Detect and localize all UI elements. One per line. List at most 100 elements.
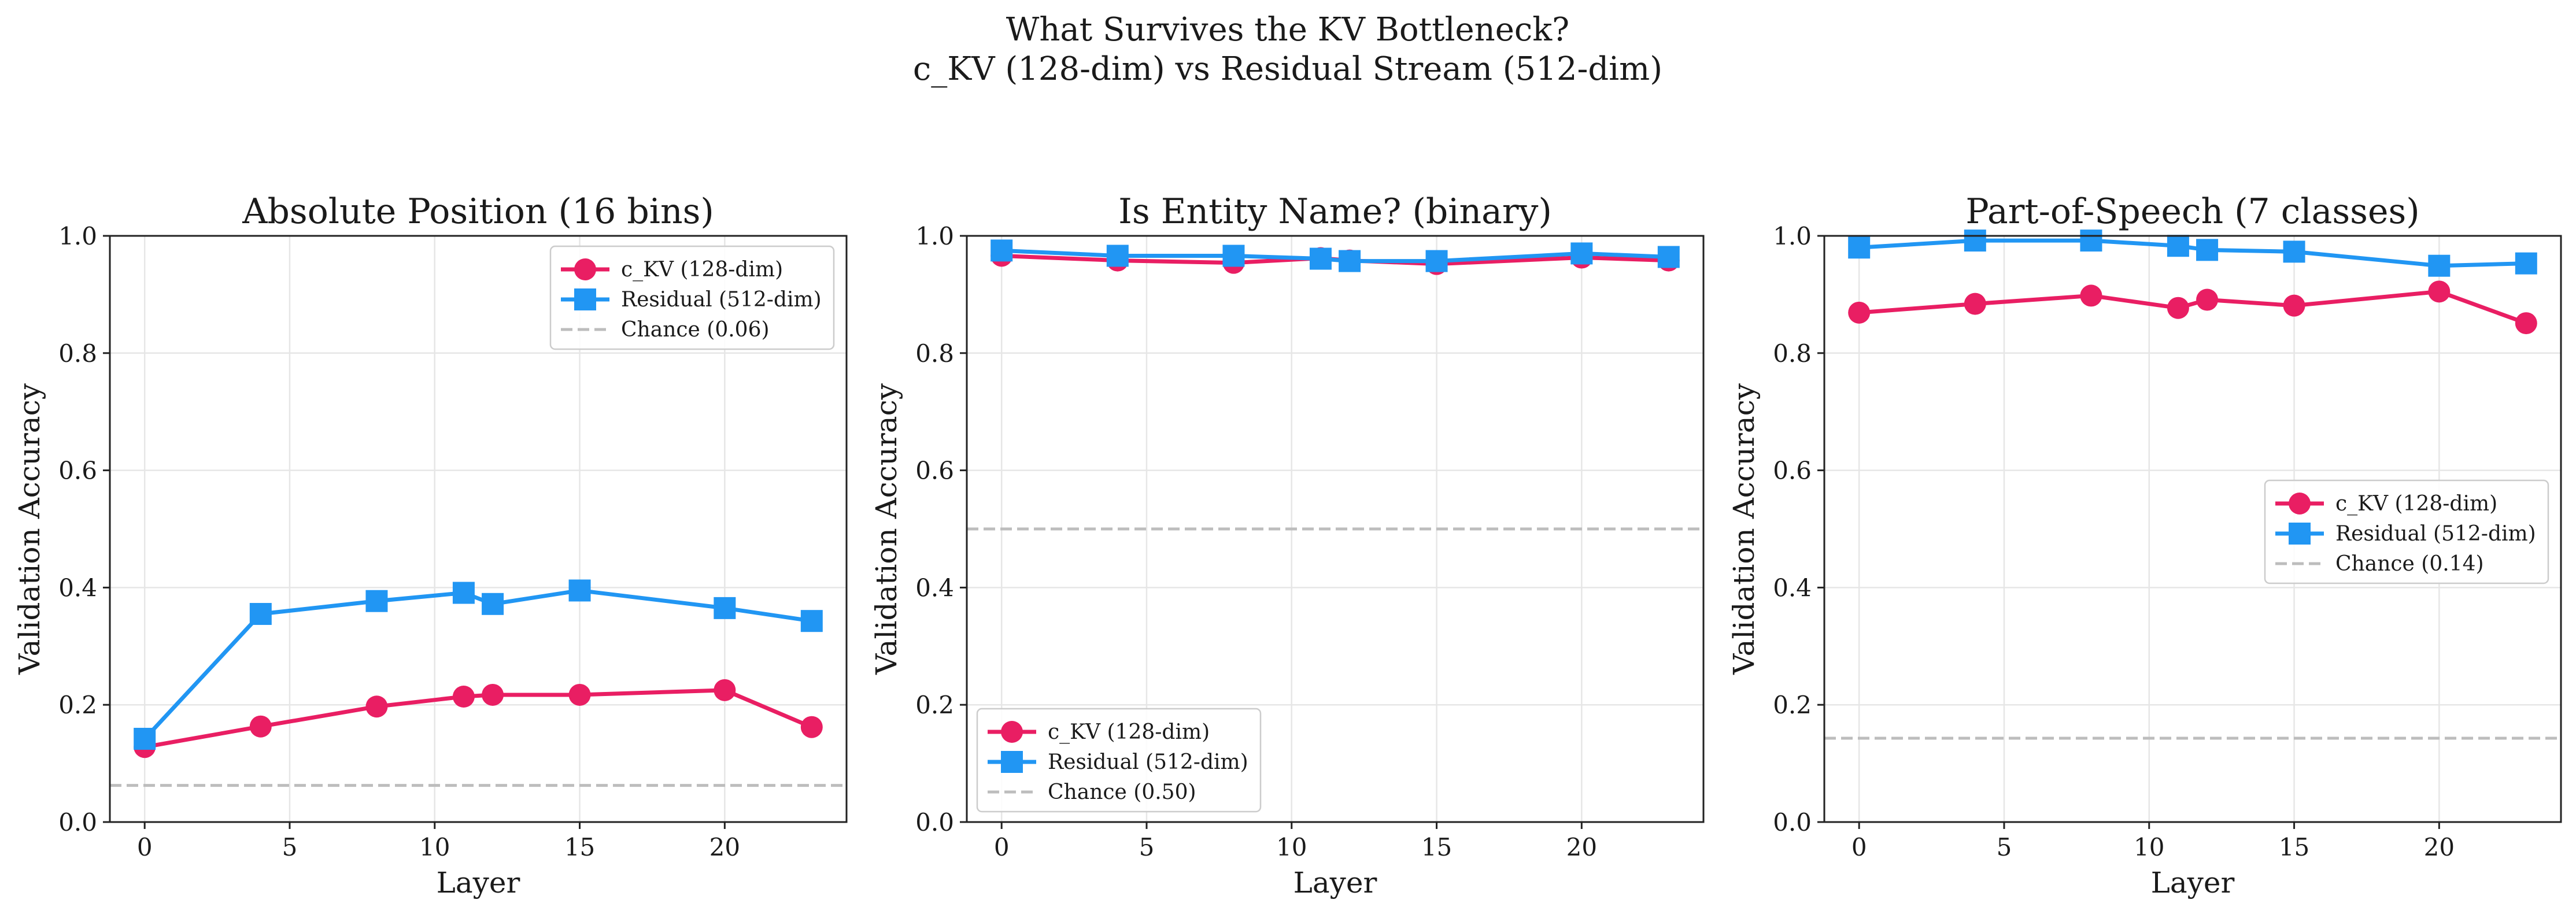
data-point-residual	[991, 239, 1013, 262]
legend-label: c_KV (128-dim)	[1048, 720, 1210, 744]
data-point-ckv	[2515, 312, 2537, 335]
y-tick-label: 0.2	[915, 691, 954, 719]
chart-panel-1: 0 5 10 15 20 0.0 0.2 0.4 0.6 0.8 1.0 Absolute Posit…	[13, 191, 848, 900]
x-tick-label: 20	[2424, 833, 2455, 861]
legend-label: Chance (0.14)	[2335, 552, 2484, 576]
data-point-residual	[482, 593, 504, 615]
x-axis-label: Layer	[437, 866, 520, 900]
legend: c_KV (128-dim) Residual (512-dim) Chance (…	[976, 708, 1262, 813]
plot-frame	[109, 235, 848, 823]
y-axis-label: Validation Accuracy	[870, 383, 903, 675]
data-point-residual	[2167, 235, 2189, 257]
series-line-ckv	[1858, 289, 2527, 325]
legend-box	[976, 708, 1262, 813]
x-tick-label: 20	[1566, 833, 1597, 861]
series-line-residual	[1001, 248, 1669, 264]
y-tick-label: 0.4	[58, 573, 97, 602]
x-axis-label: Layer	[1293, 866, 1377, 900]
legend: c_KV (128-dim) Residual (512-dim) Chance (…	[2264, 479, 2549, 584]
data-point-residual	[1657, 246, 1680, 268]
y-tick-label: 0.2	[1773, 691, 1812, 719]
data-point-ckv	[2167, 297, 2189, 319]
y-tick-label: 0.4	[915, 573, 954, 602]
data-point-ckv	[452, 686, 475, 708]
data-point-ckv	[1848, 301, 1871, 324]
y-tick-label: 1.0	[915, 222, 954, 250]
chart-panel-3: 0 5 10 15 20 0.0 0.2 0.4 0.6 0.8 1.0 Part-of-Speech…	[1727, 191, 2562, 900]
data-point-ckv	[1964, 293, 1986, 315]
x-tick-label: 15	[2279, 833, 2309, 861]
y-tick-label: 0.0	[1773, 808, 1812, 836]
data-point-residual	[2196, 239, 2219, 261]
legend-box	[2264, 479, 2549, 584]
data-point-residual	[1848, 236, 1871, 259]
legend-marker	[574, 258, 596, 280]
legend-label: Residual (512-dim)	[621, 288, 822, 312]
data-point-ckv	[2196, 288, 2219, 311]
y-tick-label: 0.6	[915, 457, 954, 485]
legend-label: Chance (0.50)	[1048, 780, 1196, 804]
y-tick-label: 0.6	[1773, 457, 1812, 485]
x-tick-label: 10	[419, 833, 450, 861]
data-point-residual	[1339, 250, 1361, 272]
legend-label: Residual (512-dim)	[2335, 522, 2536, 546]
legend-label: c_KV (128-dim)	[621, 258, 783, 282]
data-point-residual	[800, 610, 823, 632]
x-tick-label: 10	[2134, 833, 2164, 861]
y-tick-label: 0.8	[58, 339, 97, 368]
legend: c_KV (128-dim) Residual (512-dim) Chance (…	[549, 245, 835, 350]
x-tick-label: 0	[994, 833, 1010, 861]
x-tick-label: 5	[1139, 833, 1155, 861]
y-tick-label: 0.8	[1773, 339, 1812, 368]
data-point-residual	[2080, 230, 2102, 252]
data-point-residual	[365, 590, 388, 612]
legend-box	[549, 245, 835, 350]
y-tick-label: 0.4	[1773, 573, 1812, 602]
y-tick-label: 1.0	[58, 222, 97, 250]
plot-frame	[1823, 235, 2562, 823]
data-point-ckv	[2428, 280, 2451, 303]
data-point-residual	[1106, 245, 1129, 267]
x-tick-label: 0	[1851, 833, 1867, 861]
x-tick-label: 5	[282, 833, 298, 861]
data-point-residual	[2283, 240, 2305, 263]
x-tick-label: 0	[137, 833, 153, 861]
figure-title-line1: What Survives the KV Bottleneck?	[1006, 11, 1569, 49]
legend-marker	[1001, 751, 1023, 773]
x-tick-label: 15	[564, 833, 595, 861]
data-point-residual	[714, 597, 736, 619]
x-tick-label: 10	[1276, 833, 1307, 861]
data-point-ckv	[800, 716, 823, 738]
chart-panel-2: 0 5 10 15 20 0.0 0.2 0.4 0.6 0.8 1.0 Is Entity Name…	[870, 191, 1705, 900]
data-point-residual	[1309, 247, 1332, 270]
x-tick-label: 15	[1421, 833, 1452, 861]
chart-panels: 0 5 10 15 20 0.0 0.2 0.4 0.6 0.8 1.0 Absolute Posit…	[13, 191, 2562, 900]
legend-label: Residual (512-dim)	[1048, 750, 1248, 774]
y-tick-label: 0.6	[58, 457, 97, 485]
data-point-ckv	[2283, 294, 2305, 317]
panel-title: Is Entity Name? (binary)	[1118, 191, 1552, 232]
y-tick-label: 0.2	[58, 691, 97, 719]
series-line-ckv	[144, 688, 813, 749]
x-tick-label: 20	[709, 833, 740, 861]
plot-frame	[966, 235, 1705, 823]
y-tick-label: 0.0	[58, 808, 97, 836]
legend-marker	[574, 288, 596, 310]
figure-title-line2: c_KV (128-dim) vs Residual Stream (512-d…	[913, 50, 1662, 88]
series-line-residual	[143, 588, 812, 741]
data-point-ckv	[249, 715, 272, 738]
data-point-ckv	[2080, 284, 2102, 307]
data-point-residual	[1570, 242, 1593, 265]
data-point-residual	[568, 579, 591, 602]
y-tick-label: 0.0	[915, 808, 954, 836]
legend-marker	[2289, 493, 2311, 514]
series-line-residual	[1858, 238, 2526, 268]
data-point-residual	[2515, 252, 2537, 275]
data-point-ckv	[482, 683, 504, 706]
data-point-ckv	[568, 683, 591, 706]
legend-label: c_KV (128-dim)	[2335, 492, 2497, 516]
y-tick-label: 1.0	[1773, 222, 1812, 250]
data-point-residual	[1425, 250, 1448, 272]
data-point-residual	[452, 582, 475, 604]
